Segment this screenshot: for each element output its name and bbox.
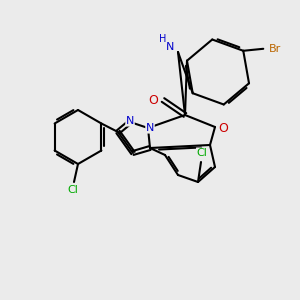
Text: N: N xyxy=(166,42,174,52)
Text: O: O xyxy=(148,94,158,107)
Text: Br: Br xyxy=(269,44,281,54)
Text: N: N xyxy=(146,123,154,133)
Text: N: N xyxy=(126,116,134,126)
Text: Cl: Cl xyxy=(196,148,207,158)
Text: O: O xyxy=(218,122,228,136)
Text: H: H xyxy=(159,34,167,44)
Text: Cl: Cl xyxy=(68,185,78,195)
